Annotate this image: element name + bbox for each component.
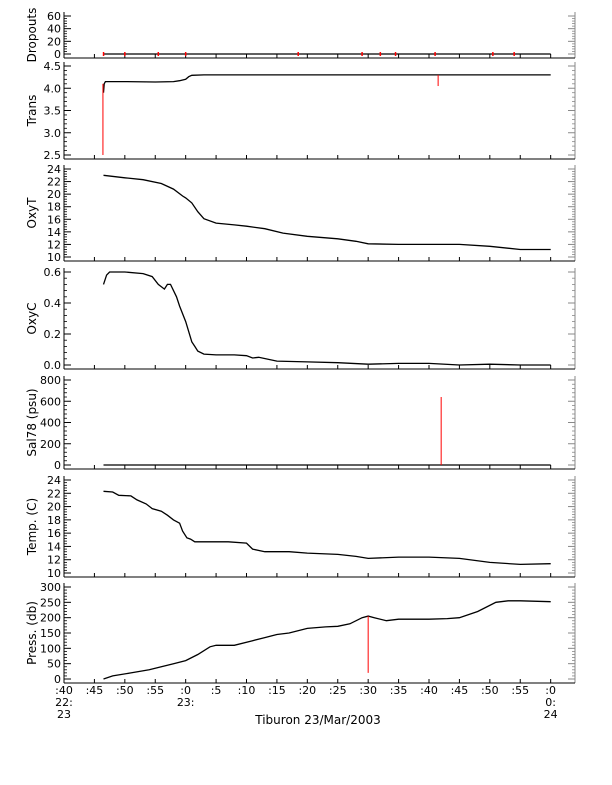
x-tick-label: :55 [511,684,529,697]
y-tick-label: 600 [40,395,61,408]
y-tick-label: 200 [40,438,61,451]
y-tick-label: 0.2 [44,328,62,341]
x-tick-label: 0: [545,696,556,709]
x-axis-label: Tiburon 23/Mar/2003 [254,713,380,727]
y-tick-label: 24 [47,474,61,487]
y-tick-label: 20 [47,35,61,48]
y-tick-label: 0 [54,673,61,686]
y-tick-label: 3.5 [44,105,62,118]
y-tick-label: 20 [47,501,61,514]
y-tick-label: 250 [40,596,61,609]
y-tick-label: 14 [47,540,61,553]
y-tick-label: 100 [40,642,61,655]
y-tick-label: 20 [47,188,61,201]
panel-1: 2.5 3.0 3.5 4.0 4.5 Trans [25,60,576,162]
series-line [102,74,551,93]
x-tick-label: :40 [55,684,73,697]
x-tick-label: 22: [55,696,73,709]
chart-panels: 0204060Dropouts2.53.03.54.04.5Trans10121… [25,8,576,686]
y-tick-label: 16 [47,527,61,540]
y-tick-label: 2.5 [44,149,62,162]
x-tick-label: :40 [420,684,438,697]
y-tick-label: 0 [54,48,61,61]
x-tick-label: :15 [268,684,286,697]
x-tick-label: :20 [298,684,316,697]
y-tick-label: 0.0 [44,359,62,372]
y-tick-label: 200 [40,612,61,625]
y-axis-label: OxyC [25,302,39,334]
series-line [103,490,551,566]
series-line [103,174,551,251]
x-tick-label: 23: [177,696,195,709]
x-tick-label: :5 [211,684,222,697]
x-tick-label: :0 [545,684,556,697]
x-tick-label: :35 [390,684,408,697]
y-tick-label: 0 [54,459,61,472]
series-line [103,600,551,680]
x-axis: :4022:23:45:50:55:023::5:10:15:20:25:30:… [55,684,558,721]
y-tick-label: 14 [47,226,61,239]
y-tick-label: 10 [47,567,61,580]
x-tick-label: :45 [451,684,469,697]
y-tick-label: 3.0 [44,127,62,140]
y-tick-label: 150 [40,627,61,640]
y-tick-label: 22 [47,487,61,500]
y-tick-label: 400 [40,417,61,430]
y-axis-label: Press. (db) [25,601,39,665]
y-tick-label: 12 [47,554,61,567]
y-tick-label: 24 [47,163,61,176]
y-tick-label: 18 [47,514,61,527]
y-tick-label: 0.6 [44,266,62,279]
x-tick-label: :50 [116,684,134,697]
y-tick-label: 10 [47,251,61,264]
y-tick-label: 4.0 [44,82,62,95]
y-tick-label: 40 [47,23,61,36]
x-tick-label: :10 [238,684,256,697]
x-tick-label: 23 [57,708,71,721]
y-axis-label: Dropouts [25,8,39,63]
y-axis-label: Temp. (C) [25,498,39,556]
x-tick-label: :0 [180,684,191,697]
y-tick-label: 300 [40,581,61,594]
x-tick-label: :30 [359,684,377,697]
x-tick-label: :25 [329,684,347,697]
x-tick-label: :45 [86,684,104,697]
series-line [102,271,551,366]
y-tick-label: 16 [47,213,61,226]
y-tick-label: 800 [40,374,61,387]
y-tick-label: 18 [47,201,61,214]
y-tick-label: 12 [47,238,61,251]
x-tick-label: 24 [544,708,558,721]
y-tick-label: 22 [47,176,61,189]
panel-3: 0.0 0.2 0.4 0.6 OxyC [25,266,576,372]
y-axis-label: Trans [25,95,39,128]
x-tick-label: :55 [146,684,164,697]
y-tick-label: 0.4 [44,297,62,310]
y-axis-label: OxyT [25,197,39,229]
y-axis-label: Sal78 (psu) [25,388,39,456]
y-tick-label: 60 [47,10,61,23]
x-tick-label: :50 [481,684,499,697]
y-tick-label: 50 [47,658,61,671]
y-tick-label: 4.5 [44,60,62,73]
